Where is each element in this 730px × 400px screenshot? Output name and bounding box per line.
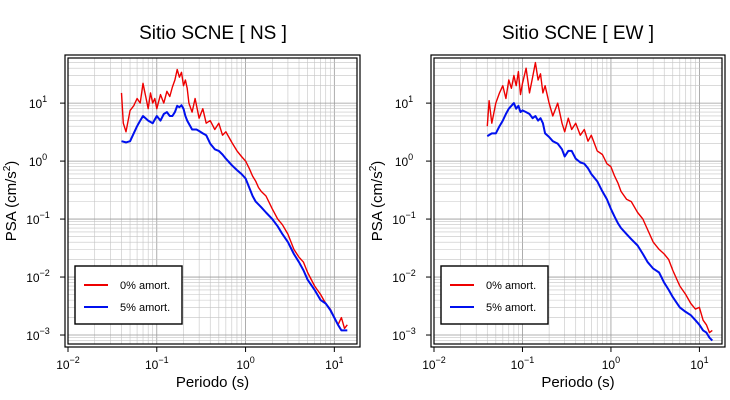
y-tick-label: 10−3 xyxy=(26,326,50,343)
x-tick-label: 10−2 xyxy=(56,355,80,372)
chart-panel-ns: Sitio SCNE [ NS ] 10−2 10−1 100 101 10−3 10−2 1… xyxy=(2,23,361,391)
plot-frame xyxy=(67,57,358,345)
y-tick-label: 101 xyxy=(395,94,413,111)
y-tick-label: 10−3 xyxy=(392,326,416,343)
legend-label: 0% amort. xyxy=(120,280,170,292)
y-tick-label: 10−2 xyxy=(392,268,416,285)
legend-box xyxy=(440,265,549,325)
legend: 0% amort. 5% amort. xyxy=(440,265,549,325)
x-tick-label: 101 xyxy=(690,355,708,372)
plot-frame-outer xyxy=(64,54,361,348)
legend-box xyxy=(74,265,183,325)
y-axis-label: PSA (cm/s2) xyxy=(368,161,386,242)
y-tick-label: 101 xyxy=(29,94,47,111)
chart-title: Sitio SCNE [ NS ] xyxy=(139,23,287,44)
series-line-amort-5 xyxy=(121,104,348,332)
legend-label: 5% amort. xyxy=(486,302,536,314)
series-line-amort-0 xyxy=(120,68,348,330)
y-tick-label: 10−1 xyxy=(392,210,416,227)
y-tick-label: 10−2 xyxy=(26,268,50,285)
series-line-amort-5 xyxy=(486,102,714,342)
x-tick-label: 10−2 xyxy=(422,355,446,372)
legend-label: 0% amort. xyxy=(486,280,536,292)
y-tick-label: 10−1 xyxy=(26,210,50,227)
y-tick-label: 100 xyxy=(29,152,47,169)
chart-panel-ew: Sitio SCNE [ EW ] 10−2 10−1 100 101 10−3 10−2 1… xyxy=(368,23,726,391)
x-tick-label: 101 xyxy=(325,355,343,372)
legend: 0% amort. 5% amort. xyxy=(74,265,183,325)
series-line-amort-0 xyxy=(486,61,713,334)
x-tick-label: 100 xyxy=(236,355,254,372)
x-axis-label: Periodo (s) xyxy=(541,374,614,391)
chart-title: Sitio SCNE [ EW ] xyxy=(502,23,654,44)
plot-frame-outer xyxy=(430,54,726,348)
grid xyxy=(433,57,722,345)
legend-label: 5% amort. xyxy=(120,302,170,314)
y-axis-label: PSA (cm/s2) xyxy=(2,161,20,242)
plot-frame xyxy=(433,57,723,345)
x-tick-label: 100 xyxy=(602,355,620,372)
y-tick-label: 100 xyxy=(395,152,413,169)
x-tick-label: 10−1 xyxy=(511,355,535,372)
x-tick-label: 10−1 xyxy=(145,355,169,372)
x-axis-label: Periodo (s) xyxy=(176,374,249,391)
